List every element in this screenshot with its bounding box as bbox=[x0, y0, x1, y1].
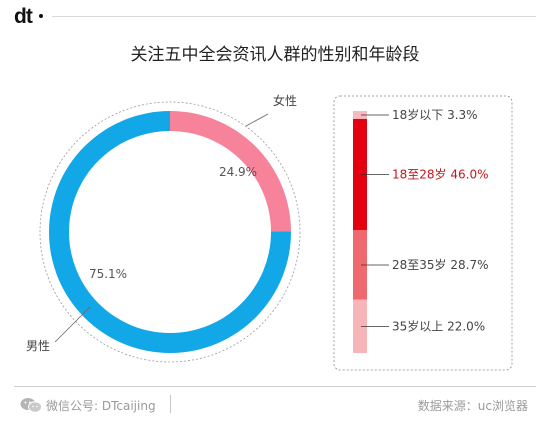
donut-slice bbox=[170, 111, 291, 232]
footer-divider bbox=[14, 386, 536, 387]
segment-label: 18至28岁 46.0% bbox=[392, 167, 488, 182]
segment-label: 18岁以下 3.3% bbox=[392, 107, 478, 122]
donut-chart: 24.9% 女性 75.1% 男性 bbox=[26, 93, 301, 363]
age-stacked-bar: 18岁以下 3.3% 18至28岁 46.0% 28至35岁 28.7% 35岁以上 … bbox=[333, 95, 513, 371]
leader-line bbox=[54, 306, 91, 343]
segment-label: 35岁以上 22.0% bbox=[392, 318, 485, 333]
slice-value-label: 24.9% bbox=[219, 165, 257, 179]
data-source: 数据来源：uc浏览器 bbox=[417, 399, 528, 413]
bar-segment bbox=[353, 118, 367, 231]
donut-outline bbox=[39, 101, 301, 363]
leader-line bbox=[245, 113, 269, 127]
footer-separator bbox=[170, 395, 171, 413]
slice-category-label: 男性 bbox=[26, 339, 50, 353]
dt-logo: dt bbox=[14, 5, 33, 28]
logo-dot bbox=[39, 14, 43, 18]
slice-category-label: 女性 bbox=[273, 93, 297, 108]
chart-title: 关注五中全会资讯人群的性别和年龄段 bbox=[130, 45, 420, 65]
bar-segment bbox=[353, 230, 367, 300]
segment-label: 28至35岁 28.7% bbox=[392, 257, 488, 272]
header-divider bbox=[52, 16, 536, 17]
slice-value-label: 75.1% bbox=[89, 267, 127, 281]
wechat-account: 微信公号: DTcaijing bbox=[46, 399, 156, 413]
bar-segment bbox=[353, 111, 367, 119]
wechat-icon bbox=[20, 398, 42, 413]
legend-box bbox=[333, 95, 513, 371]
bar-segment bbox=[353, 299, 367, 353]
